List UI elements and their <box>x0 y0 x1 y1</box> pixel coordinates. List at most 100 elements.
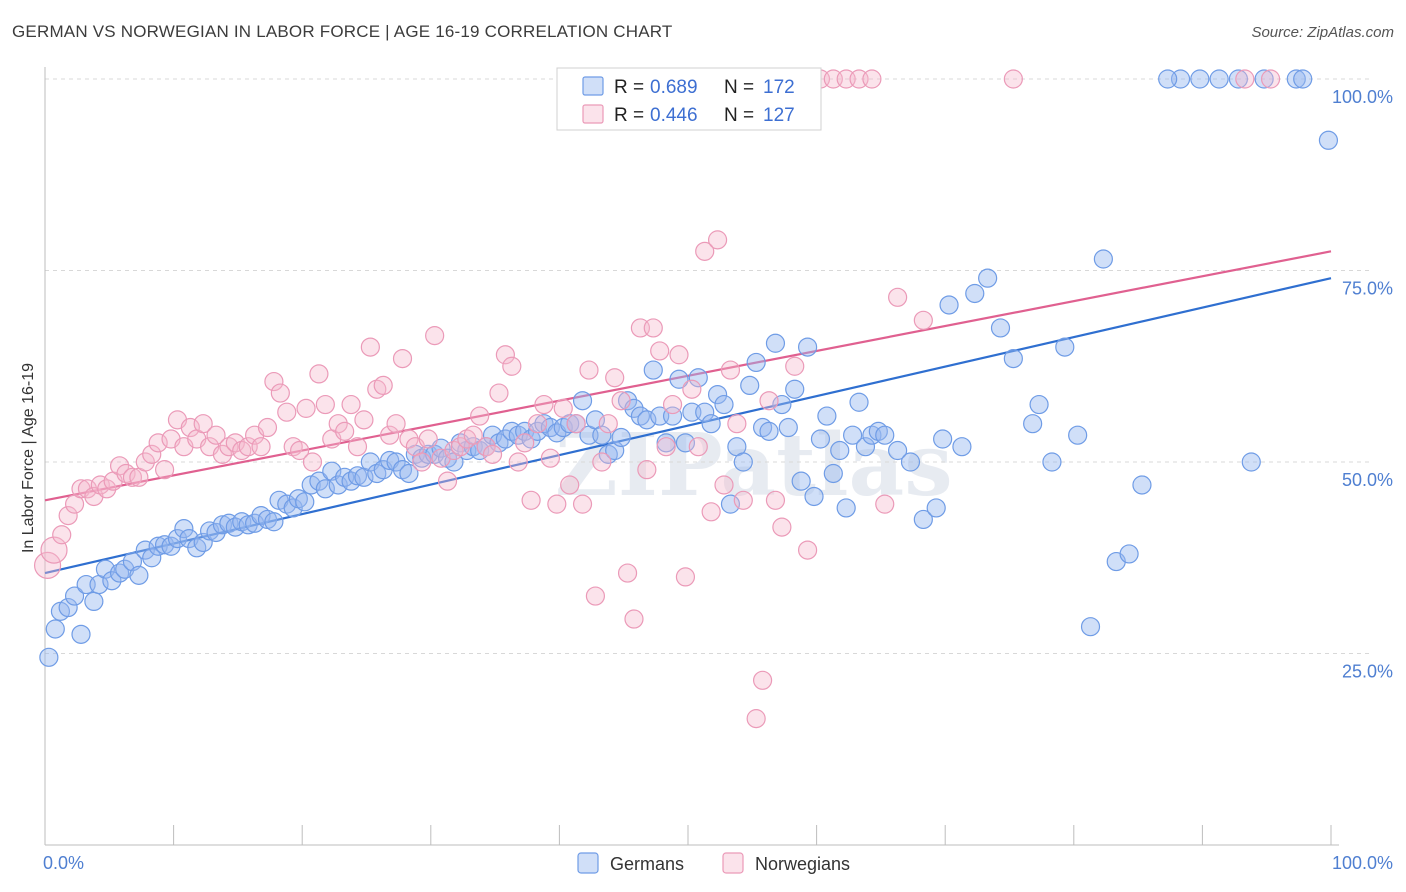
germans-point-126 <box>849 392 869 412</box>
norwegians-point-90 <box>617 563 638 583</box>
germans-point-135 <box>933 429 953 449</box>
germans-point-21 <box>174 519 194 539</box>
legend-n-label-germans: N = <box>724 77 754 98</box>
legend-swatch-norwegians <box>582 104 604 124</box>
germans-point-97 <box>662 406 683 426</box>
germans-point-110 <box>746 352 766 373</box>
norwegians-trend-line <box>44 250 1332 502</box>
germans-point-161 <box>1241 452 1261 472</box>
germans-point-133 <box>913 509 933 530</box>
norwegians-point-39 <box>290 440 310 461</box>
germans-point-154 <box>1190 69 1210 89</box>
stats-legend: R = 0.689 N = 172 R = 0.446 N = 127 <box>556 67 822 131</box>
norwegians-point-105 <box>714 475 734 495</box>
norwegians-point-33 <box>251 437 271 457</box>
series-legend-swatch-norwegians <box>722 852 744 874</box>
x-tick-label-0: 0.0% <box>43 853 84 873</box>
norwegians-point-2 <box>52 525 72 545</box>
legend-n-label-norwegians: N = <box>724 105 754 126</box>
grid-lines <box>45 78 1371 654</box>
germans-point-5 <box>71 624 91 644</box>
legend-n-value-norwegians: 127 <box>763 105 795 126</box>
germans-point-40 <box>295 492 315 512</box>
norwegians-point-104 <box>707 230 728 250</box>
norwegians-point-26 <box>206 425 226 445</box>
series-legend-label-norwegians: Norwegians <box>755 854 850 874</box>
germans-point-99 <box>675 433 696 453</box>
germans-point-76 <box>527 421 548 441</box>
germans-point-137 <box>952 437 972 457</box>
germans-point-90 <box>617 391 638 411</box>
germans-point-117 <box>791 471 811 491</box>
germans-point-106 <box>720 494 741 514</box>
germans-point-116 <box>785 379 805 399</box>
norwegians-point-18 <box>154 460 175 480</box>
germans-point-98 <box>669 369 689 389</box>
norwegians-point-29 <box>225 433 245 453</box>
norwegians-point-74 <box>515 433 535 453</box>
norwegians-point-15 <box>135 452 155 472</box>
axes <box>44 67 1339 846</box>
norwegians-point-75 <box>521 490 541 510</box>
norwegians-point-47 <box>341 394 361 415</box>
series-legend-label-germans: Germans <box>610 854 684 874</box>
norwegians-point-71 <box>495 345 515 365</box>
germans-point-109 <box>740 375 760 395</box>
norwegians-point-97 <box>662 394 683 415</box>
series-legend-swatch-germans <box>577 852 599 874</box>
germans-point-93 <box>637 410 657 430</box>
germans-point-11 <box>109 563 130 583</box>
germans-point-130 <box>875 425 895 445</box>
germans-point-118 <box>797 337 818 357</box>
norwegians-point-109 <box>746 709 766 729</box>
legend-n-value-germans: 172 <box>763 77 795 98</box>
y-tick-label-2: 75.0% <box>1342 279 1393 299</box>
norwegians-point-94 <box>643 318 663 338</box>
germans-point-10 <box>102 571 122 591</box>
norwegians-point-69 <box>482 444 503 464</box>
germans-point-140 <box>990 318 1011 338</box>
norwegians-point-36 <box>270 383 290 403</box>
norwegians-point-64 <box>450 437 470 457</box>
norwegians-point-68 <box>476 437 496 457</box>
norwegians-point-87 <box>598 414 618 434</box>
norwegians-point-80 <box>553 398 573 418</box>
germans-point-69 <box>482 425 503 445</box>
germans-point-158 <box>1286 69 1306 89</box>
norwegians-point-48 <box>347 437 368 457</box>
norwegians-point-6 <box>77 479 98 499</box>
germans-point-124 <box>836 498 856 518</box>
legend-swatch-germans <box>582 76 604 96</box>
norwegians-point-0 <box>33 551 62 580</box>
source-credit: Source: ZipAtlas.com <box>1251 24 1394 41</box>
germans-point-38 <box>283 498 303 518</box>
germans-point-141 <box>1003 348 1023 369</box>
germans-point-119 <box>804 486 824 507</box>
germans-point-153 <box>1158 69 1178 89</box>
germans-point-120 <box>810 429 831 449</box>
germans-point-143 <box>1029 394 1049 415</box>
germans-point-127 <box>855 437 876 457</box>
germans-point-89 <box>611 427 631 448</box>
norwegians-point-67 <box>470 406 490 426</box>
norwegians-point-72 <box>502 356 522 376</box>
norwegians-point-81 <box>560 475 580 495</box>
germans-point-156 <box>1228 69 1249 89</box>
germans-point-144 <box>1042 452 1062 472</box>
norwegians-point-110 <box>752 670 773 690</box>
germans-point-94 <box>643 360 663 380</box>
germans-point-151 <box>1132 475 1152 495</box>
norwegians-point-96 <box>656 437 676 457</box>
germans-point-132 <box>900 452 921 472</box>
norwegians-point-101 <box>688 437 708 457</box>
norwegians-point-76 <box>527 414 548 434</box>
norwegians-point-9 <box>97 479 117 499</box>
norwegians-point-3 <box>58 506 78 526</box>
norwegians-point-79 <box>547 494 567 514</box>
germans-point-12 <box>115 559 135 579</box>
legend-r-label-norwegians: R = <box>614 105 644 126</box>
germans-point-108 <box>733 452 753 472</box>
legend-r-value-germans: 0.689 <box>650 77 698 98</box>
norwegians-point-43 <box>315 394 335 415</box>
y-axis-label: In Labor Force | Age 16-19 <box>20 363 37 553</box>
